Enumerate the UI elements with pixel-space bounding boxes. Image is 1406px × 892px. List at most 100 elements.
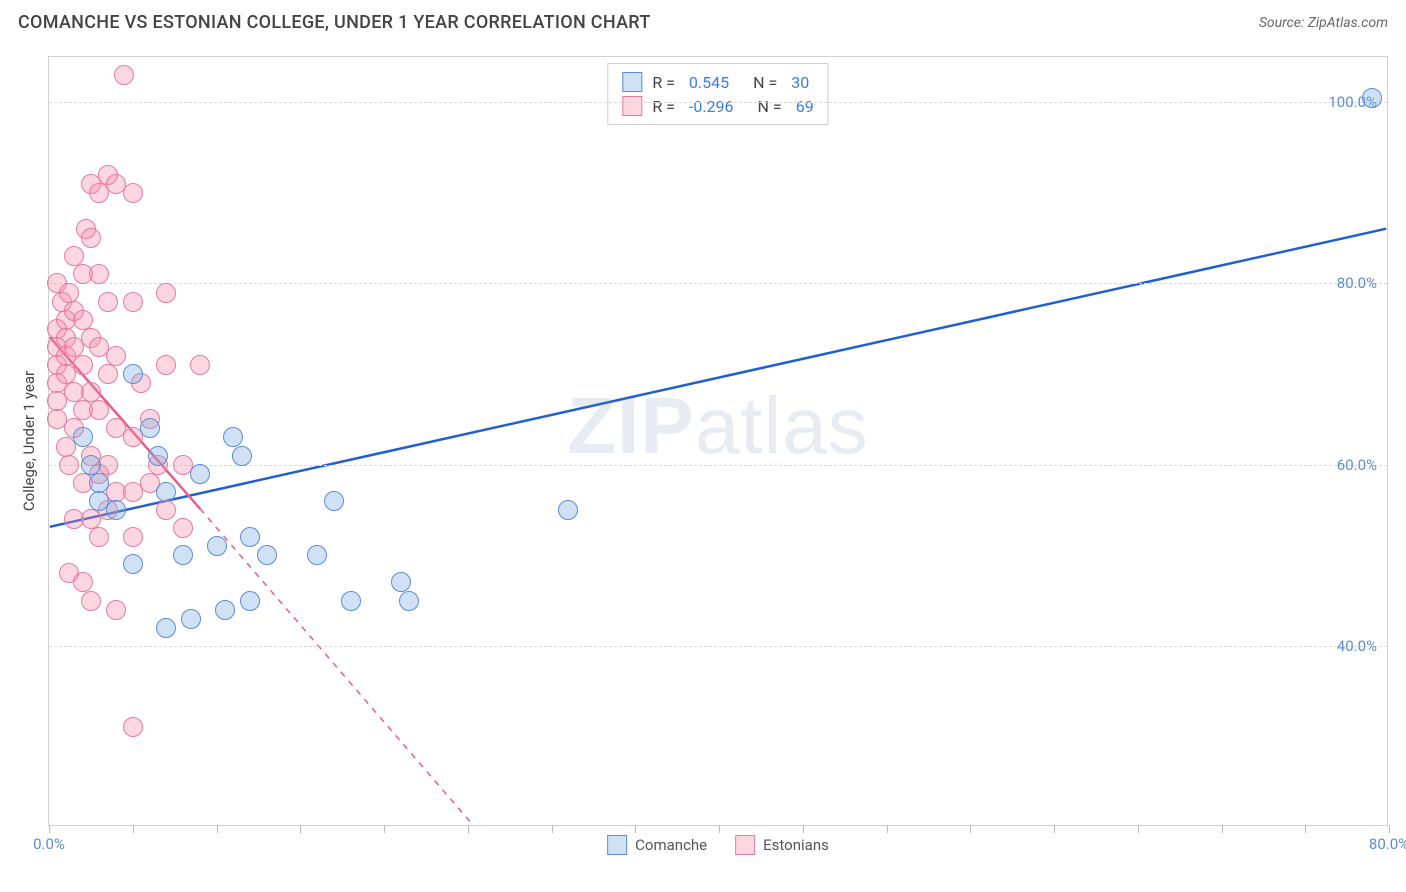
data-point-comanche — [324, 491, 344, 511]
y-tick-label: 40.0% — [1337, 637, 1377, 655]
swatch-estonians — [622, 96, 642, 116]
swatch-comanche — [607, 835, 627, 855]
data-point-estonians — [156, 500, 176, 520]
x-tick — [1222, 825, 1223, 833]
x-tick — [133, 825, 134, 833]
x-tick — [1054, 825, 1055, 833]
data-point-comanche — [223, 427, 243, 447]
data-point-comanche — [181, 609, 201, 629]
x-tick — [1389, 825, 1390, 833]
legend-n-label: N = — [758, 97, 782, 116]
data-point-comanche — [148, 446, 168, 466]
legend-label-estonians: Estonians — [763, 836, 829, 854]
data-point-estonians — [89, 527, 109, 547]
data-point-comanche — [257, 545, 277, 565]
watermark-atlas: atlas — [695, 381, 869, 470]
data-point-comanche — [240, 591, 260, 611]
data-point-estonians — [123, 717, 143, 737]
data-point-comanche — [89, 473, 109, 493]
swatch-comanche — [622, 72, 642, 92]
x-tick — [1138, 825, 1139, 833]
data-point-comanche — [307, 545, 327, 565]
data-point-estonians — [73, 572, 93, 592]
data-point-estonians — [98, 292, 118, 312]
legend-series: Comanche Estonians — [607, 835, 829, 855]
watermark: ZIPatlas — [567, 380, 868, 472]
data-point-comanche — [207, 536, 227, 556]
legend-r-label: R = — [652, 97, 675, 116]
legend-n-estonians: 69 — [796, 97, 814, 116]
data-point-estonians — [59, 455, 79, 475]
chart-title: COMANCHE VS ESTONIAN COLLEGE, UNDER 1 YE… — [18, 12, 651, 33]
watermark-zip: ZIP — [567, 381, 694, 470]
data-point-estonians — [89, 400, 109, 420]
data-point-estonians — [123, 292, 143, 312]
data-point-estonians — [81, 382, 101, 402]
chart-header: COMANCHE VS ESTONIAN COLLEGE, UNDER 1 YE… — [0, 0, 1406, 41]
x-tick — [970, 825, 971, 833]
data-point-estonians — [190, 355, 210, 375]
legend-item-comanche: Comanche — [607, 835, 707, 855]
legend-n-label: N = — [753, 73, 777, 92]
data-point-comanche — [190, 464, 210, 484]
trend-lines-svg — [49, 57, 1387, 825]
data-point-estonians — [89, 264, 109, 284]
x-tick — [803, 825, 804, 833]
x-tick — [468, 825, 469, 833]
gridline — [49, 646, 1387, 647]
y-axis-label: College, Under 1 year — [20, 371, 38, 511]
data-point-comanche — [123, 554, 143, 574]
legend-correlation-box: R = 0.545 N = 30 R = -0.296 N = 69 — [607, 63, 828, 125]
data-point-comanche — [173, 545, 193, 565]
data-point-estonians — [123, 527, 143, 547]
data-point-comanche — [156, 618, 176, 638]
data-point-estonians — [114, 65, 134, 85]
y-tick-label: 60.0% — [1337, 456, 1377, 474]
data-point-comanche — [1362, 88, 1382, 108]
x-tick — [887, 825, 888, 833]
data-point-comanche — [215, 600, 235, 620]
data-point-comanche — [73, 427, 93, 447]
data-point-comanche — [81, 455, 101, 475]
data-point-comanche — [140, 418, 160, 438]
x-tick — [217, 825, 218, 833]
legend-row-estonians: R = -0.296 N = 69 — [622, 94, 813, 118]
x-tick — [300, 825, 301, 833]
data-point-comanche — [240, 527, 260, 547]
data-point-estonians — [64, 246, 84, 266]
y-tick-label: 80.0% — [1337, 274, 1377, 292]
swatch-estonians — [735, 835, 755, 855]
data-point-estonians — [73, 310, 93, 330]
y-axis-label-container: College, Under 1 year — [14, 56, 44, 826]
legend-item-estonians: Estonians — [735, 835, 829, 855]
legend-label-comanche: Comanche — [635, 836, 707, 854]
data-point-estonians — [173, 518, 193, 538]
legend-r-label: R = — [652, 73, 675, 92]
data-point-estonians — [156, 355, 176, 375]
x-tick — [635, 825, 636, 833]
data-point-estonians — [106, 600, 126, 620]
x-tick — [49, 825, 50, 833]
gridline — [49, 465, 1387, 466]
x-tick-label: 80.0% — [1369, 835, 1406, 853]
data-point-estonians — [123, 183, 143, 203]
x-tick — [552, 825, 553, 833]
data-point-comanche — [341, 591, 361, 611]
x-tick — [384, 825, 385, 833]
data-point-comanche — [106, 500, 126, 520]
data-point-estonians — [156, 283, 176, 303]
data-point-comanche — [123, 364, 143, 384]
data-point-estonians — [81, 228, 101, 248]
gridline — [49, 102, 1387, 103]
data-point-estonians — [73, 355, 93, 375]
data-point-estonians — [59, 283, 79, 303]
data-point-estonians — [98, 364, 118, 384]
x-tick — [719, 825, 720, 833]
source-label: Source: ZipAtlas.com — [1259, 15, 1388, 31]
data-point-estonians — [81, 591, 101, 611]
chart-plot-area: ZIPatlas R = 0.545 N = 30 R = -0.296 N =… — [48, 56, 1388, 826]
legend-r-estonians: -0.296 — [689, 97, 734, 116]
gridline — [49, 283, 1387, 284]
data-point-comanche — [232, 446, 252, 466]
legend-n-comanche: 30 — [791, 73, 809, 92]
